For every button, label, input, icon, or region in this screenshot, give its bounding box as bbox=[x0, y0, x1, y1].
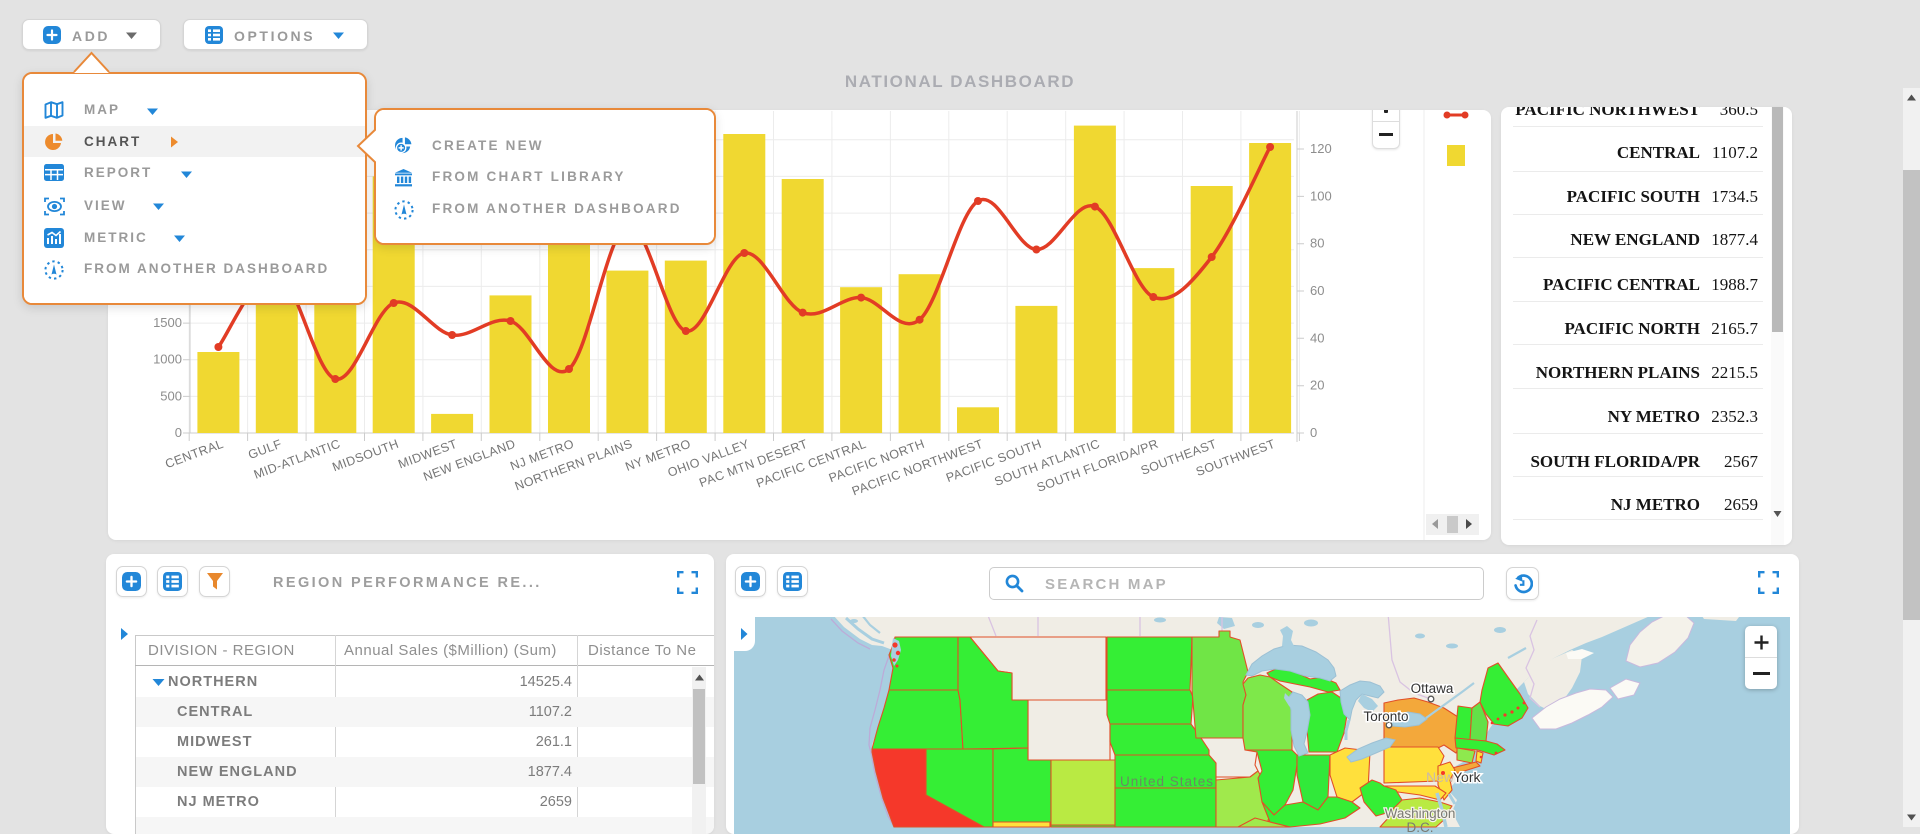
svg-text:120: 120 bbox=[1310, 141, 1332, 156]
svg-text:80: 80 bbox=[1310, 236, 1324, 251]
svg-text:MIDSOUTH: MIDSOUTH bbox=[330, 437, 400, 475]
svg-text:Toronto: Toronto bbox=[1363, 709, 1408, 724]
svg-text:60: 60 bbox=[1310, 283, 1324, 298]
svg-text:Washington: Washington bbox=[1385, 806, 1456, 821]
svg-text:100: 100 bbox=[1310, 188, 1332, 203]
svg-text:500: 500 bbox=[160, 388, 182, 403]
svg-text:40: 40 bbox=[1310, 330, 1324, 345]
svg-text:1500: 1500 bbox=[153, 315, 182, 330]
svg-text:1000: 1000 bbox=[153, 352, 182, 367]
svg-text:D.C.: D.C. bbox=[1407, 820, 1434, 834]
svg-text:Ottawa: Ottawa bbox=[1411, 681, 1454, 696]
svg-text:York: York bbox=[1453, 769, 1482, 785]
svg-text:0: 0 bbox=[1310, 425, 1317, 440]
svg-text:0: 0 bbox=[175, 425, 182, 440]
svg-text:United States: United States bbox=[1120, 774, 1214, 789]
svg-text:New: New bbox=[1426, 769, 1455, 785]
svg-text:CENTRAL: CENTRAL bbox=[163, 437, 225, 472]
svg-text:20: 20 bbox=[1310, 378, 1324, 393]
